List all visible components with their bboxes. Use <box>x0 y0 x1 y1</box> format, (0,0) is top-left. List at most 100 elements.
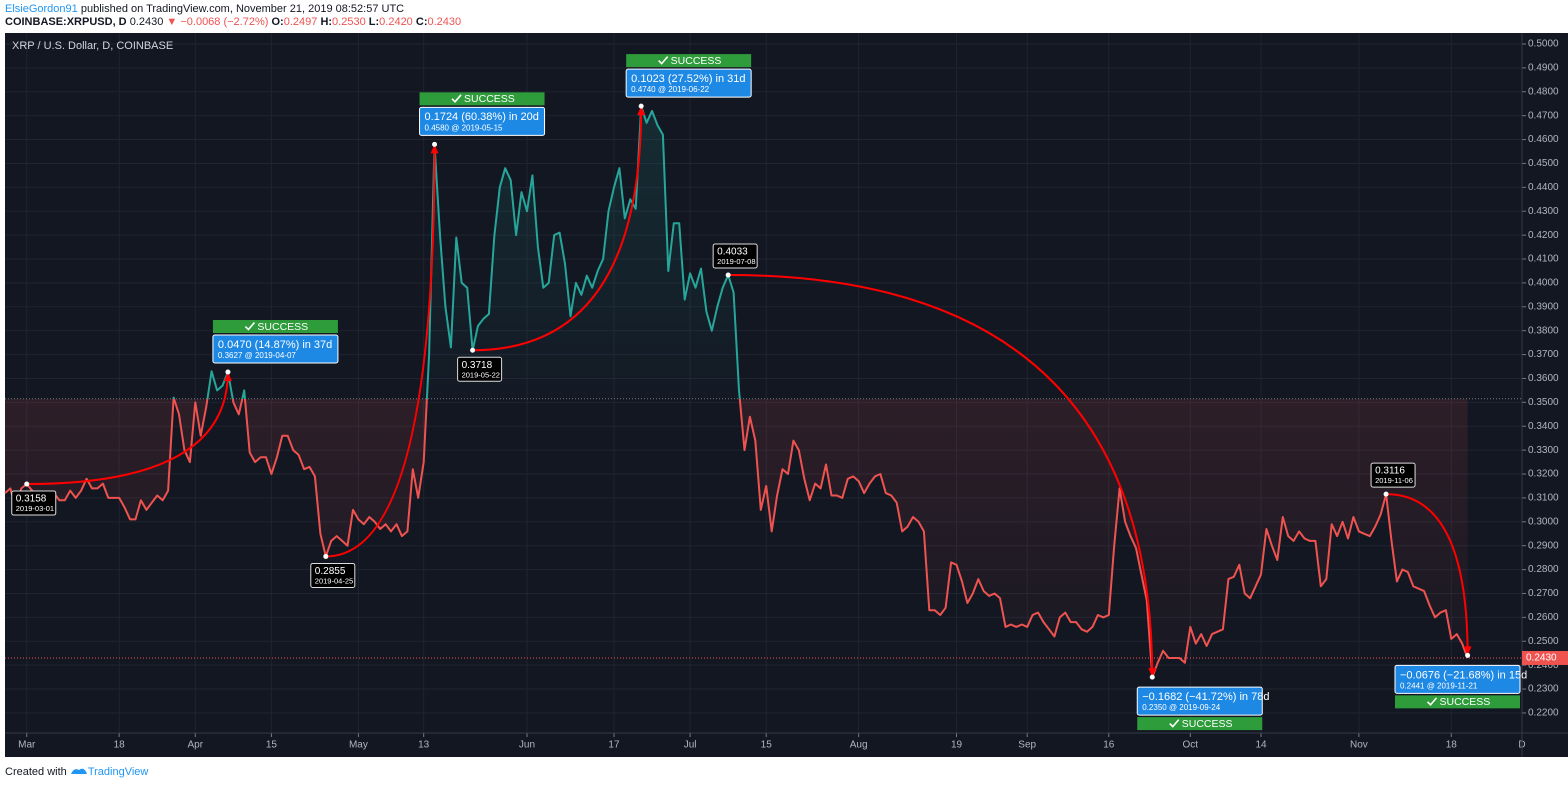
pivot-box <box>1370 462 1416 488</box>
x-tick-label: 16 <box>1103 740 1115 751</box>
logo <box>70 768 87 774</box>
pivot-price: 0.3116 <box>1375 466 1405 477</box>
y-tick-label: 0.3700 <box>1528 349 1559 360</box>
change: ▼ −0.0068 (−2.72%) <box>166 16 269 28</box>
pivot-price: 0.3158 <box>16 494 47 505</box>
pivot-dot <box>1383 491 1389 497</box>
pivot-dot <box>470 347 476 353</box>
ohlc-value: 0.2530 <box>332 16 366 28</box>
brand[interactable]: TradingView <box>87 766 149 778</box>
plot-background <box>5 33 1568 757</box>
measure-change: −0.0676 (−21.68%) in 15d <box>1400 669 1527 681</box>
price: 0.2430 <box>129 16 164 28</box>
x-tick-label: 17 <box>608 740 620 751</box>
target-dot <box>225 369 231 375</box>
baseline-area <box>5 106 1468 678</box>
y-tick-label: 0.3900 <box>1528 301 1559 312</box>
x-tick-label: Aug <box>850 740 868 751</box>
y-tick-label: 0.4500 <box>1528 158 1559 169</box>
measure-box <box>1394 664 1521 694</box>
pivot-box <box>310 562 356 588</box>
chart-title: XRP / U.S. Dollar, D, COINBASE <box>12 40 173 52</box>
projection-arrow <box>1386 493 1469 656</box>
pivot-date: 2019-05-22 <box>462 370 500 379</box>
y-tick-label: 0.4700 <box>1528 110 1559 121</box>
y-tick-label: 0.4800 <box>1528 86 1559 97</box>
measure-change: 0.0470 (14.87%) in 37d <box>218 339 332 351</box>
y-tick-label: 0.2700 <box>1528 588 1559 599</box>
pivot-box <box>457 356 503 382</box>
target-dot <box>1465 652 1471 658</box>
measure-change: 0.1724 (60.38%) in 20d <box>425 111 539 123</box>
target-dot <box>1149 674 1155 680</box>
measure-box <box>625 68 752 98</box>
pivot-date: 2019-03-01 <box>16 504 54 513</box>
projection-arrow <box>472 106 643 352</box>
last-price-tag <box>1522 650 1568 665</box>
projection-arrow <box>728 274 1154 678</box>
x-tick-label: 15 <box>761 740 773 751</box>
status-bar <box>1395 695 1520 709</box>
publish-line: ElsieGordon91 published on TradingView.c… <box>5 3 461 16</box>
pivot-box <box>11 490 57 516</box>
pivot-price: 0.3718 <box>462 360 493 371</box>
y-tick-label: 0.4000 <box>1528 278 1559 289</box>
check-icon <box>1169 719 1180 728</box>
status-bar <box>626 54 752 68</box>
ohlc-label: L: <box>368 16 380 28</box>
status-bar <box>1137 717 1263 731</box>
pivot-dot <box>24 481 30 487</box>
y-tick-label: 0.3800 <box>1528 325 1559 336</box>
status-label: SUCCESS <box>1182 718 1233 730</box>
arrow-head <box>1463 646 1472 656</box>
status-label: SUCCESS <box>671 55 722 67</box>
pivot-price: 0.2855 <box>315 566 346 577</box>
last-price-label: 0.2430 <box>1526 653 1557 664</box>
measure-target: 0.4580 @ 2019-05-15 <box>425 123 504 132</box>
check-icon <box>1426 697 1438 707</box>
measure-target: 0.3627 @ 2019-04-07 <box>218 351 297 360</box>
projection-arrow <box>325 144 436 558</box>
pivot-dot <box>323 553 329 559</box>
y-tick-label: 0.3400 <box>1528 421 1559 432</box>
pivot-price: 0.4033 <box>717 247 748 258</box>
x-tick-label: Nov <box>1350 740 1368 751</box>
created-with: Created with <box>5 766 67 778</box>
y-tick-label: 0.3300 <box>1528 445 1559 456</box>
pivot-date: 2019-07-08 <box>717 257 755 266</box>
ohlc-label: H: <box>320 16 333 28</box>
x-tick-label: Sep <box>1018 740 1036 751</box>
status-bar <box>419 92 545 106</box>
projection-arrow <box>26 372 229 486</box>
chart: 0.2200 0.2300 0.2400 0.2500 0.2600 0.2700 0.28… <box>4 33 1568 757</box>
x-tick-label: 18 <box>114 740 126 751</box>
author[interactable]: ElsieGordon91 <box>5 3 78 15</box>
check-icon <box>244 321 256 331</box>
y-tick-label: 0.3500 <box>1528 397 1559 408</box>
measure-box <box>419 106 546 136</box>
status-label: SUCCESS <box>257 321 308 333</box>
ohlc-value: 0.2420 <box>379 16 413 28</box>
y-tick-label: 0.2500 <box>1528 636 1559 647</box>
pivot-dot <box>725 272 731 278</box>
pivot-box <box>712 243 758 269</box>
x-tick-label: Mar <box>18 740 36 751</box>
y-tick-label: 0.4900 <box>1528 63 1559 74</box>
price-line <box>4 105 1469 679</box>
check-icon <box>658 56 669 65</box>
y-tick-label: 0.4100 <box>1528 254 1559 265</box>
measure-target: 0.2441 @ 2019-11-21 <box>1400 681 1478 690</box>
symbol: COINBASE:XRPUSD, D <box>5 16 127 28</box>
arrow-head <box>430 144 439 154</box>
x-tick-label: May <box>349 740 368 751</box>
status-label: SUCCESS <box>464 93 515 105</box>
measure-target: 0.4740 @ 2019-06-22 <box>631 85 710 94</box>
ohlc-value: 0.2430 <box>427 16 462 28</box>
symbol-line: COINBASE:XRPUSD, D 0.2430 ▼ −0.0068 (−2.… <box>5 16 461 29</box>
header: ElsieGordon91 published on TradingView.c… <box>5 3 461 29</box>
x-tick-label: 19 <box>951 740 963 751</box>
arrow-head <box>637 106 646 116</box>
status-label: SUCCESS <box>1440 696 1491 708</box>
measure-box <box>1136 686 1263 716</box>
